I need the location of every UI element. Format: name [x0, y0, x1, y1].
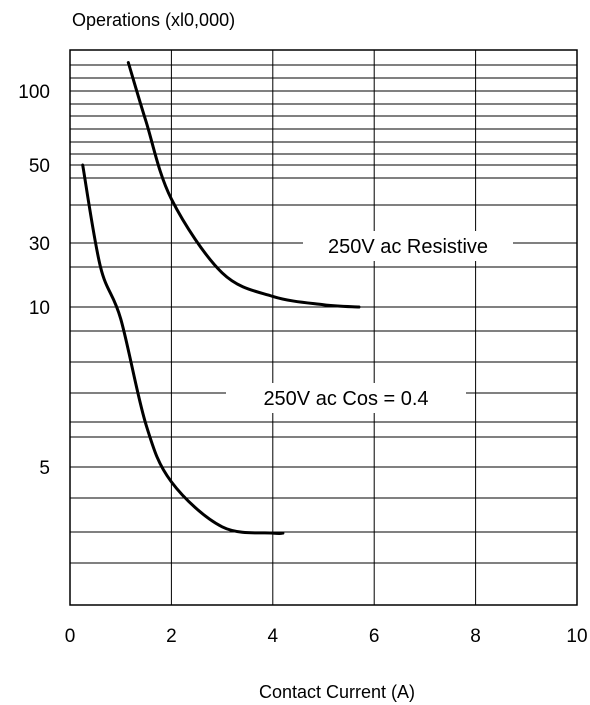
x-tick-label: 4	[268, 626, 279, 647]
series-label: 250V ac Resistive	[328, 236, 488, 258]
curves	[81, 61, 361, 536]
x-tick-label: 2	[166, 626, 177, 647]
y-tick-labels: 100 50 30 10 5	[18, 82, 50, 479]
x-tick-label: 6	[369, 626, 380, 647]
series-labels: 250V ac Resistive 250V ac Cos = 0.4	[226, 231, 513, 413]
series-label: 250V ac Cos = 0.4	[263, 388, 428, 410]
plot-frame	[69, 49, 578, 606]
y-tick-label: 100	[18, 82, 50, 103]
series-label-background	[226, 383, 466, 413]
x-tick-label: 10	[566, 626, 587, 647]
y-tick-label: 5	[39, 458, 50, 479]
series-curve	[126, 61, 361, 309]
x-tick-labels: 0 2 4 6 8 10	[65, 626, 588, 647]
series-curve	[81, 163, 285, 536]
x-tick-label: 0	[65, 626, 76, 647]
grid	[70, 50, 577, 605]
y-tick-label: 50	[29, 156, 50, 177]
y-tick-label: 10	[29, 298, 50, 319]
y-axis-title: Operations (xl0,000)	[72, 10, 235, 30]
x-tick-label: 8	[470, 626, 481, 647]
y-tick-label: 30	[29, 234, 50, 255]
series-label-background	[303, 231, 513, 261]
x-axis-title: Contact Current (A)	[259, 682, 415, 702]
